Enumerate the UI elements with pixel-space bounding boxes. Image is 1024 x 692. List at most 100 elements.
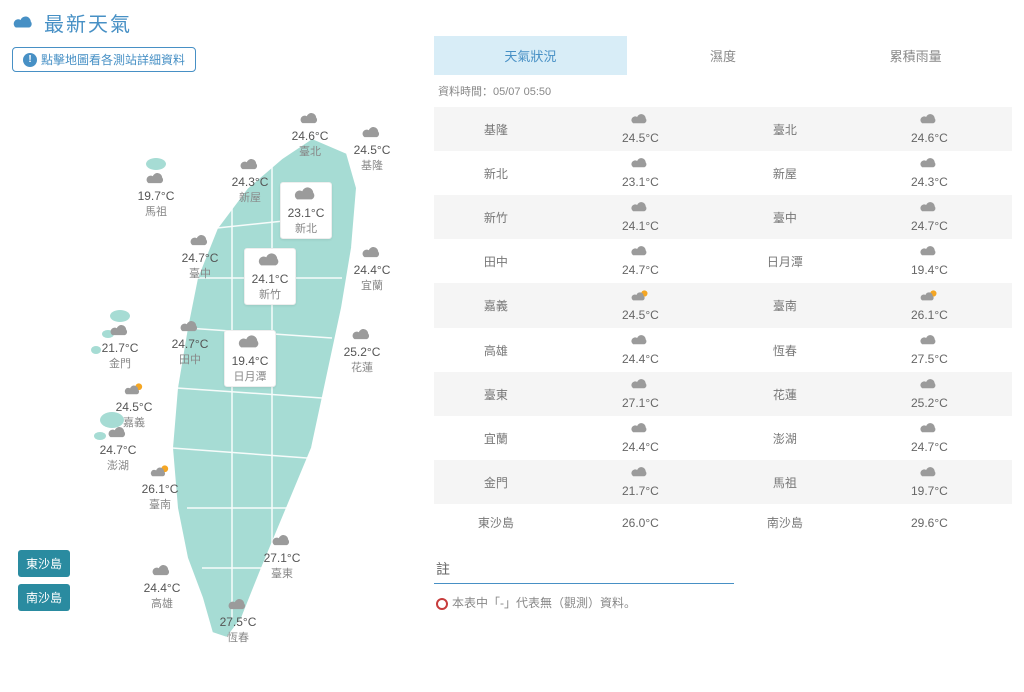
station-temp: 24.7°C xyxy=(160,337,220,351)
map-station[interactable]: 27.1°C臺東 xyxy=(252,534,312,581)
table-row: 高雄24.4°C恆春27.5°C xyxy=(434,328,1012,372)
cloud-icon xyxy=(919,466,939,479)
table-loc[interactable]: 新屋 xyxy=(723,151,847,195)
table-loc[interactable]: 高雄 xyxy=(434,328,558,372)
map-station[interactable]: 24.7°C田中 xyxy=(160,320,220,367)
table-value: 24.1°C xyxy=(558,195,723,239)
weather-map[interactable]: 24.6°C臺北24.5°C基隆 24.3°C新屋23.1°C新北 19.7°C馬祖… xyxy=(12,78,422,658)
cloud-icon xyxy=(271,534,293,548)
cloud-icon xyxy=(919,201,939,214)
page-title: 最新天氣 xyxy=(44,8,132,37)
station-name: 宜蘭 xyxy=(342,277,402,293)
station-name: 臺東 xyxy=(252,565,312,581)
table-value: 27.1°C xyxy=(558,372,723,416)
table-loc[interactable]: 馬祖 xyxy=(723,460,847,504)
table-value: 24.7°C xyxy=(847,195,1012,239)
nansha-button[interactable]: 南沙島 xyxy=(18,584,70,611)
station-name: 新竹 xyxy=(249,286,291,302)
cloud-icon xyxy=(630,201,650,214)
cloud-icon xyxy=(107,426,129,440)
station-name: 馬祖 xyxy=(126,203,186,219)
cloud-icon xyxy=(919,157,939,170)
table-loc[interactable]: 新北 xyxy=(434,151,558,195)
table-loc[interactable]: 宜蘭 xyxy=(434,416,558,460)
cloud-icon xyxy=(12,15,36,31)
table-loc[interactable]: 基隆 xyxy=(434,107,558,151)
cloud-icon xyxy=(179,320,201,334)
map-station[interactable]: 21.7°C金門 xyxy=(90,324,150,371)
table-loc[interactable]: 金門 xyxy=(434,460,558,504)
station-name: 臺中 xyxy=(170,265,230,281)
table-loc[interactable]: 臺東 xyxy=(434,372,558,416)
map-station[interactable]: 24.4°C宜蘭 xyxy=(342,246,402,293)
map-station[interactable]: 24.5°C基隆 xyxy=(342,126,402,173)
partly-cloudy-icon xyxy=(123,382,145,397)
station-temp: 23.1°C xyxy=(285,206,327,220)
table-value: 25.2°C xyxy=(847,372,1012,416)
station-temp: 24.3°C xyxy=(220,175,280,189)
cloud-icon xyxy=(361,126,383,140)
table-loc[interactable]: 花蓮 xyxy=(723,372,847,416)
cloud-icon xyxy=(919,334,939,347)
table-loc[interactable]: 恆春 xyxy=(723,328,847,372)
table-value: 24.3°C xyxy=(847,151,1012,195)
station-name: 恆春 xyxy=(208,629,268,645)
table-loc[interactable]: 田中 xyxy=(434,239,558,283)
cloud-icon xyxy=(630,245,650,258)
map-station[interactable]: 24.6°C臺北 xyxy=(280,112,340,159)
tab-weather[interactable]: 天氣狀況 xyxy=(434,36,627,75)
station-name: 田中 xyxy=(160,351,220,367)
cloud-icon xyxy=(145,172,167,186)
table-row: 基隆24.5°C臺北24.6°C xyxy=(434,107,1012,151)
map-station[interactable]: 24.3°C新屋 xyxy=(220,158,280,205)
table-row: 金門21.7°C馬祖19.7°C xyxy=(434,460,1012,504)
table-value: 29.6°C xyxy=(847,504,1012,541)
map-station[interactable]: 24.4°C高雄 xyxy=(132,564,192,611)
tab-rain[interactable]: 累積雨量 xyxy=(819,36,1012,75)
cloud-icon xyxy=(630,422,650,435)
map-station[interactable]: 23.1°C新北 xyxy=(280,182,332,239)
note-line-1: 本表中「-」代表無（觀測）資料。 xyxy=(434,592,1012,613)
map-hint-button[interactable]: ! 點擊地圖看各測站詳細資料 xyxy=(12,47,196,72)
map-station[interactable]: 26.1°C臺南 xyxy=(130,464,190,512)
map-station[interactable]: 24.5°C嘉義 xyxy=(104,382,164,430)
station-temp: 24.6°C xyxy=(280,129,340,143)
cloud-icon xyxy=(109,324,131,338)
map-station[interactable]: 19.7°C馬祖 xyxy=(126,172,186,219)
table-row: 臺東27.1°C花蓮25.2°C xyxy=(434,372,1012,416)
cloud-icon xyxy=(189,234,211,248)
table-loc[interactable]: 日月潭 xyxy=(723,239,847,283)
cloud-icon xyxy=(630,466,650,479)
table-loc[interactable]: 嘉義 xyxy=(434,283,558,328)
table-value: 26.0°C xyxy=(558,504,723,541)
table-loc[interactable]: 澎湖 xyxy=(723,416,847,460)
table-loc[interactable]: 臺北 xyxy=(723,107,847,151)
map-station[interactable]: 25.2°C花蓮 xyxy=(332,328,392,375)
tab-humidity[interactable]: 濕度 xyxy=(627,36,820,75)
station-name: 花蓮 xyxy=(332,359,392,375)
partly-cloudy-icon xyxy=(919,289,939,303)
station-name: 新屋 xyxy=(220,189,280,205)
cloud-icon xyxy=(227,598,249,612)
table-value: 24.4°C xyxy=(558,328,723,372)
table-loc[interactable]: 臺中 xyxy=(723,195,847,239)
map-station[interactable]: 24.7°C臺中 xyxy=(170,234,230,281)
cloud-icon xyxy=(151,564,173,578)
table-loc[interactable]: 臺南 xyxy=(723,283,847,328)
table-row: 田中24.7°C日月潭19.4°C xyxy=(434,239,1012,283)
table-loc[interactable]: 東沙島 xyxy=(434,504,558,541)
map-station[interactable]: 27.5°C恆春 xyxy=(208,598,268,645)
table-loc[interactable]: 新竹 xyxy=(434,195,558,239)
station-temp: 24.4°C xyxy=(132,581,192,595)
dongsha-button[interactable]: 東沙島 xyxy=(18,550,70,577)
cloud-icon xyxy=(293,186,319,203)
map-station[interactable]: 24.1°C新竹 xyxy=(244,248,296,305)
station-temp: 24.5°C xyxy=(104,400,164,414)
map-station[interactable]: 19.4°C日月潭 xyxy=(224,330,276,387)
table-loc[interactable]: 南沙島 xyxy=(723,504,847,541)
partly-cloudy-icon xyxy=(630,289,650,303)
partly-cloudy-icon xyxy=(149,464,171,479)
cloud-icon xyxy=(237,334,263,351)
table-value: 21.7°C xyxy=(558,460,723,504)
station-temp: 27.1°C xyxy=(252,551,312,565)
